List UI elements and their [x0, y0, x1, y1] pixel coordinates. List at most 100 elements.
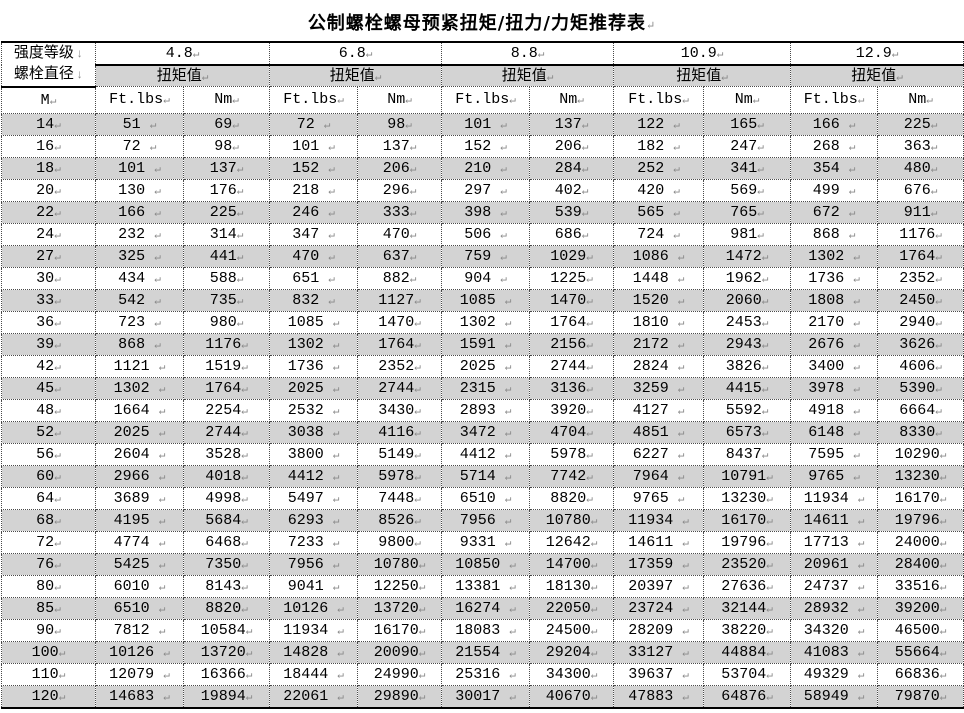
- nm-value-cell: 12250↵: [357, 574, 443, 598]
- cell-end-mark: ↵: [766, 647, 773, 660]
- diameter-cell: 42↵: [1, 354, 96, 378]
- ftlbs-value-cell: 2604 ↵: [95, 442, 184, 466]
- ftlbs-value-cell: 22061 ↵: [269, 684, 359, 708]
- ftlbs-value-cell: 672 ↵: [790, 200, 879, 224]
- torque-value-header: 扭矩值↵: [441, 64, 615, 87]
- ftlbs-value-cell: 297 ↵: [441, 178, 531, 202]
- ftlbs-value-cell: 16274 ↵: [441, 596, 531, 620]
- nm-value-cell: 12642↵: [529, 530, 615, 554]
- table-row: 42↵ 1121 ↵ 1519↵ 1736 ↵ 2352↵ 2025 ↵ 2744↵ 2824 ↵ 38…: [1, 354, 964, 378]
- cell-end-mark: ↵: [49, 95, 57, 108]
- cell-end-mark: ↵: [853, 339, 860, 352]
- cell-end-mark: ↵: [590, 559, 598, 572]
- nm-value-cell: 2744↵: [357, 376, 443, 400]
- cell-end-mark: ↵: [241, 471, 248, 484]
- ftlbs-value-cell: 325 ↵: [95, 244, 184, 268]
- cell-end-mark: ↵: [939, 559, 947, 572]
- cell-end-mark: ↵: [581, 141, 589, 154]
- ftlbs-value-cell: 2172 ↵: [613, 332, 705, 356]
- cell-end-mark: ↵: [586, 471, 593, 484]
- ftlbs-value-cell: 20397 ↵: [613, 574, 705, 598]
- ftlbs-value-cell: 130 ↵: [95, 178, 184, 202]
- table-row: 72↵ 4774 ↵ 6468↵ 7233 ↵ 9800↵ 9331 ↵ 12642↵ 14611 ↵…: [1, 530, 964, 554]
- cell-end-mark: ↵: [581, 185, 589, 198]
- cell-end-mark: ↵: [337, 95, 344, 108]
- cell-end-mark: ↵: [504, 471, 512, 484]
- nm-value-cell: 27636↵: [703, 574, 792, 598]
- nm-value-cell: 66836↵: [877, 662, 964, 686]
- cell-end-mark: ↵: [757, 185, 764, 198]
- nm-value-cell: 40670↵: [529, 684, 615, 708]
- cell-end-mark: ↵: [163, 669, 170, 682]
- cell-end-mark: ↵: [682, 691, 689, 704]
- cell-end-mark: ↵: [939, 603, 947, 616]
- cell-end-mark: ↵: [504, 361, 512, 374]
- nm-value-cell: 19796↵: [877, 508, 964, 532]
- ftlbs-value-cell: 4774 ↵: [95, 530, 184, 554]
- cell-end-mark: ↵: [677, 493, 685, 506]
- cell-end-mark: ↵: [857, 559, 865, 572]
- nm-value-cell: 314↵: [182, 222, 271, 246]
- table-row: 39↵ 868 ↵ 1176↵ 1302 ↵ 1764↵ 1591 ↵ 2156↵ 2172 ↵ 294…: [1, 332, 964, 356]
- nm-value-cell: 2352↵: [357, 354, 443, 378]
- nm-value-cell: 5149↵: [357, 442, 443, 466]
- ftlbs-value-cell: 101 ↵: [269, 134, 359, 158]
- nm-value-cell: 16170↵: [877, 486, 964, 510]
- page-title-text: 公制螺栓螺母预紧扭矩/扭力/力矩推荐表: [307, 13, 646, 34]
- nm-value-cell: 1127↵: [357, 288, 443, 312]
- cell-end-mark: ↵: [673, 119, 680, 132]
- nm-value-cell: 32144↵: [703, 596, 792, 620]
- nm-value-cell: 569↵: [703, 178, 792, 202]
- cell-end-mark: ↵: [857, 581, 865, 594]
- nm-value-cell: 44884↵: [703, 640, 792, 664]
- cell-end-mark: ↵: [332, 515, 340, 528]
- cell-end-mark: ↵: [935, 317, 942, 330]
- ftlbs-value-cell: 39637 ↵: [613, 662, 705, 686]
- cell-end-mark: ↵: [54, 361, 61, 374]
- cell-end-mark: ↵: [163, 95, 170, 108]
- cell-end-mark: ↵: [500, 119, 507, 132]
- nm-value-cell: 3430↵: [357, 398, 443, 422]
- cell-end-mark: ↵: [149, 141, 157, 154]
- ftlbs-value-cell: 14611 ↵: [613, 530, 705, 554]
- cell-end-mark: ↵: [935, 251, 942, 264]
- ftlbs-value-cell: 354 ↵: [790, 156, 879, 180]
- ftlbs-value-cell: 20961 ↵: [790, 552, 879, 576]
- nm-value-cell: 225↵: [877, 112, 964, 136]
- cell-end-mark: ↵: [761, 361, 769, 374]
- ftlbs-header: Ft.lbs↵: [613, 86, 705, 114]
- cell-end-mark: ↵: [590, 603, 598, 616]
- nm-value-cell: 637↵: [357, 244, 443, 268]
- nm-value-cell: 14700↵: [529, 552, 615, 576]
- nm-value-cell: 8437↵: [703, 442, 792, 466]
- ftlbs-value-cell: 868 ↵: [790, 222, 879, 246]
- nm-value-cell: 13720↵: [357, 596, 443, 620]
- nm-value-cell: 29204↵: [529, 640, 615, 664]
- cell-end-mark: ↵: [54, 383, 61, 396]
- nm-value-cell: 1470↵: [357, 310, 443, 334]
- nm-value-cell: 24990↵: [357, 662, 443, 686]
- ftlbs-value-cell: 4412 ↵: [269, 464, 359, 488]
- nm-value-cell: 882↵: [357, 266, 443, 290]
- cell-end-mark: ↵: [332, 339, 340, 352]
- cell-end-mark: ↵: [54, 581, 61, 594]
- cell-end-mark: ↵: [509, 625, 516, 638]
- cell-end-mark: ↵: [590, 669, 598, 682]
- cell-end-mark: ↵: [677, 339, 685, 352]
- cell-end-mark: ↵: [857, 603, 865, 616]
- cell-end-mark: ↵: [328, 273, 335, 286]
- cell-end-mark: ↵: [939, 669, 947, 682]
- nm-value-cell: 7448↵: [357, 486, 443, 510]
- table-row: 90↵ 7812 ↵ 10584↵ 11934 ↵ 16170↵ 18083 ↵ 24500↵ 28…: [1, 618, 964, 642]
- cell-end-mark: ↵: [232, 141, 239, 154]
- diameter-cell: 14↵: [1, 112, 96, 136]
- ftlbs-value-cell: 122 ↵: [613, 112, 705, 136]
- ftlbs-value-cell: 1808 ↵: [790, 288, 879, 312]
- ftlbs-value-cell: 1448 ↵: [613, 266, 705, 290]
- cell-end-mark: ↵: [245, 691, 253, 704]
- cell-end-mark: ↵: [158, 493, 166, 506]
- nm-value-cell: 24500↵: [529, 618, 615, 642]
- cell-end-mark: ↵: [154, 273, 161, 286]
- diameter-cell: 24↵: [1, 222, 96, 246]
- cell-end-mark: ↵: [154, 295, 161, 308]
